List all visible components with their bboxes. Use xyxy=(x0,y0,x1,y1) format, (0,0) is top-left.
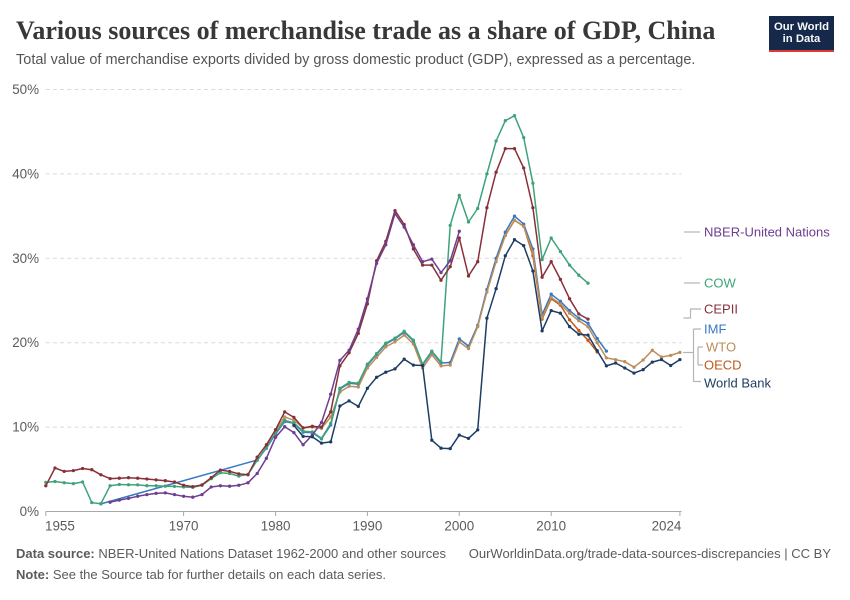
svg-text:NBER-United Nations: NBER-United Nations xyxy=(704,225,830,240)
svg-text:WTO: WTO xyxy=(706,340,736,355)
svg-text:IMF: IMF xyxy=(704,322,726,337)
svg-text:10%: 10% xyxy=(12,420,39,435)
svg-text:1955: 1955 xyxy=(45,518,75,533)
svg-text:1970: 1970 xyxy=(169,518,199,533)
svg-text:CEPII: CEPII xyxy=(704,302,738,317)
svg-text:2000: 2000 xyxy=(444,518,474,533)
svg-text:2010: 2010 xyxy=(536,518,566,533)
svg-text:2024: 2024 xyxy=(652,518,682,533)
svg-text:20%: 20% xyxy=(12,335,39,350)
svg-text:1990: 1990 xyxy=(353,518,383,533)
svg-text:OECD: OECD xyxy=(704,358,742,373)
svg-text:40%: 40% xyxy=(12,166,39,181)
svg-text:50%: 50% xyxy=(12,82,39,97)
svg-text:World Bank: World Bank xyxy=(704,376,771,391)
svg-text:COW: COW xyxy=(704,276,737,291)
svg-text:0%: 0% xyxy=(20,504,39,519)
svg-text:30%: 30% xyxy=(12,251,39,266)
svg-text:1980: 1980 xyxy=(261,518,291,533)
